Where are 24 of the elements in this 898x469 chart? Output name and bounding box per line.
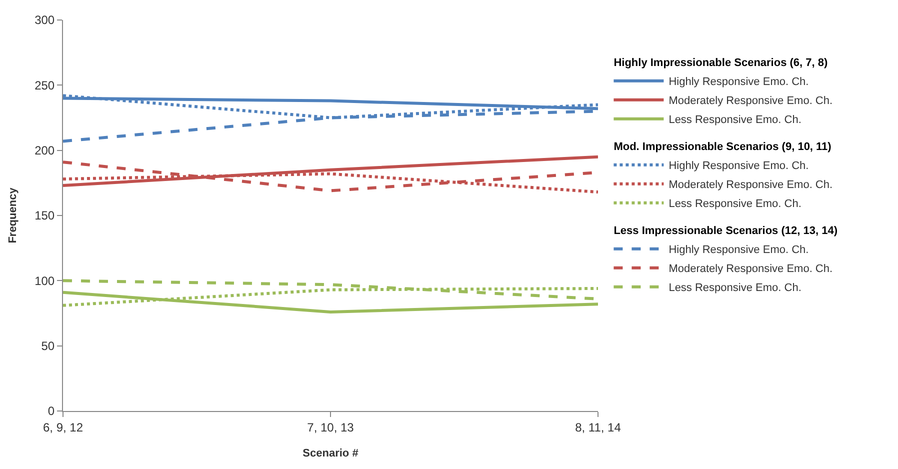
y-tick-label: 200 <box>34 144 55 158</box>
x-tick-label: 6, 9, 12 <box>42 420 84 434</box>
x-tick-label: 8, 11, 14 <box>575 420 622 434</box>
text: Less Impressionable Scenarios (12, 13, 14) <box>614 225 838 238</box>
y-tick-label: 300 <box>34 13 55 28</box>
text: Mod. Impressionable Scenarios (9, 10, 11) <box>614 141 832 154</box>
legend-label: Less Responsive Emo. Ch. <box>668 282 802 294</box>
legend-label: Highly Responsive Emo. Ch. <box>668 160 809 172</box>
y-tick-label: 250 <box>34 78 55 92</box>
legend-label: Highly Responsive Emo. Ch. <box>668 244 809 256</box>
y-tick-label: 0 <box>48 404 55 418</box>
x-axis-title: Scenario # <box>302 448 358 460</box>
legend-label: Moderately Responsive Emo. Ch. <box>668 179 833 192</box>
legend-label: Moderately Responsive Emo. Ch. <box>668 95 833 108</box>
legend-label: Moderately Responsive Emo. Ch. <box>668 263 833 276</box>
text: Highly Impressionable Scenarios (6, 7, 8) <box>614 57 828 70</box>
x-tick-label: 7, 10, 13 <box>307 420 354 434</box>
y-tick-label: 50 <box>41 339 55 354</box>
legend-label: Highly Responsive Emo. Ch. <box>668 76 809 88</box>
legend-label: Less Responsive Emo. Ch. <box>668 198 802 210</box>
y-tick-label: 150 <box>34 208 55 223</box>
y-axis-title: Frequency <box>7 186 20 244</box>
y-tick-label: 100 <box>34 274 55 288</box>
legend-label: Less Responsive Emo. Ch. <box>668 114 802 126</box>
